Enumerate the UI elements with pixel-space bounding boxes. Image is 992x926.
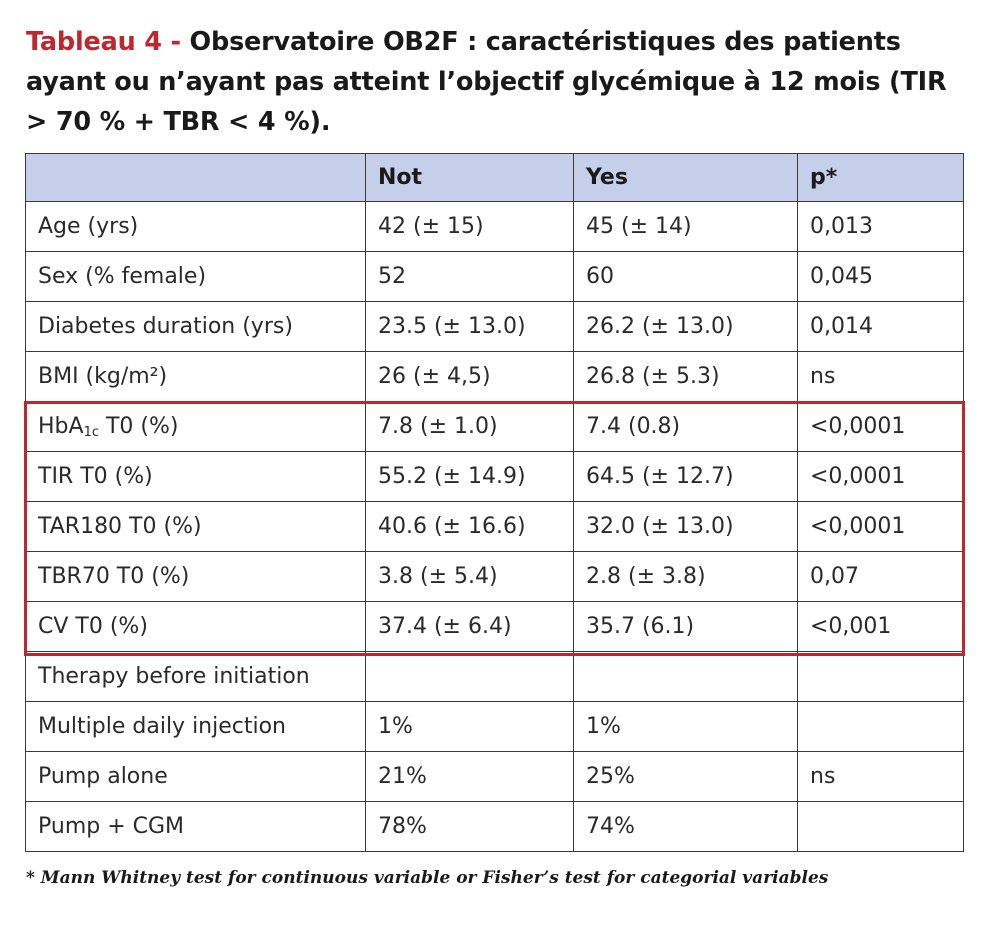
cell-yes: 26.2 (± 13.0) [573,301,798,352]
cell-not: 21% [365,751,574,802]
row-label: TIR T0 (%) [25,451,366,502]
cell-not: 78% [365,801,574,852]
patient-characteristics-table: Not Yes p* Age (yrs) 42 (± 15) 45 (± 14)… [25,153,964,852]
cell-yes: 26.8 (± 5.3) [573,351,798,402]
cell-yes: 2.8 (± 3.8) [573,551,798,602]
cell-p [797,701,964,752]
row-label-subscript: 1c [83,424,99,440]
cell-yes: 32.0 (± 13.0) [573,501,798,552]
cell-p [797,801,964,852]
cell-p: <0,0001 [797,451,964,502]
table-row: Pump alone 21% 25% ns [25,751,964,802]
table-title: Tableau 4 - Observatoire OB2F : caractér… [26,22,971,142]
row-label: Diabetes duration (yrs) [25,301,366,352]
row-label: Multiple daily injection [25,701,366,752]
table-title-label: Tableau 4 - [26,27,181,57]
cell-p: 0,045 [797,251,964,302]
table-row: Age (yrs) 42 (± 15) 45 (± 14) 0,013 [25,201,964,252]
cell-yes: 60 [573,251,798,302]
row-label: Pump + CGM [25,801,366,852]
row-label: Sex (% female) [25,251,366,302]
cell-not: 23.5 (± 13.0) [365,301,574,352]
table-row: TBR70 T0 (%) 3.8 (± 5.4) 2.8 (± 3.8) 0,0… [25,551,964,602]
cell-not: 7.8 (± 1.0) [365,401,574,452]
row-label: CV T0 (%) [25,601,366,652]
row-label: TBR70 T0 (%) [25,551,366,602]
cell-yes [573,651,798,702]
table-row: Diabetes duration (yrs) 23.5 (± 13.0) 26… [25,301,964,352]
header-cell-not: Not [365,153,574,202]
cell-yes: 7.4 (0.8) [573,401,798,452]
cell-not: 42 (± 15) [365,201,574,252]
cell-not: 3.8 (± 5.4) [365,551,574,602]
cell-yes: 35.7 (6.1) [573,601,798,652]
cell-p: <0,0001 [797,501,964,552]
table-row: Therapy before initiation [25,651,964,702]
table-row: Pump + CGM 78% 74% [25,801,964,852]
row-label: HbA1c T0 (%) [25,401,366,452]
row-label: BMI (kg/m²) [25,351,366,402]
cell-p: 0,07 [797,551,964,602]
table-row: Multiple daily injection 1% 1% [25,701,964,752]
row-label: TAR180 T0 (%) [25,501,366,552]
header-cell-label [25,153,366,202]
cell-p: ns [797,751,964,802]
row-label-main: HbA [38,413,84,439]
cell-not: 1% [365,701,574,752]
cell-yes: 1% [573,701,798,752]
table-row: TIR T0 (%) 55.2 (± 14.9) 64.5 (± 12.7) <… [25,451,964,502]
cell-p: <0,001 [797,601,964,652]
cell-yes: 74% [573,801,798,852]
table-row: BMI (kg/m²) 26 (± 4,5) 26.8 (± 5.3) ns [25,351,964,402]
row-label-rest: T0 (%) [98,413,179,439]
table-row: Sex (% female) 52 60 0,045 [25,251,964,302]
row-label: Therapy before initiation [25,651,366,702]
row-label: Pump alone [25,751,366,802]
footnote: * Mann Whitney test for continuous varia… [26,868,829,888]
header-cell-yes: Yes [573,153,798,202]
table-row: HbA1c T0 (%) 7.8 (± 1.0) 7.4 (0.8) <0,00… [25,401,964,452]
table-row: TAR180 T0 (%) 40.6 (± 16.6) 32.0 (± 13.0… [25,501,964,552]
cell-not: 55.2 (± 14.9) [365,451,574,502]
cell-p [797,651,964,702]
cell-p: 0,014 [797,301,964,352]
cell-p: 0,013 [797,201,964,252]
row-label: Age (yrs) [25,201,366,252]
table-header-row: Not Yes p* [25,153,964,202]
cell-not: 40.6 (± 16.6) [365,501,574,552]
cell-not: 37.4 (± 6.4) [365,601,574,652]
cell-yes: 25% [573,751,798,802]
cell-yes: 64.5 (± 12.7) [573,451,798,502]
cell-not: 52 [365,251,574,302]
table-title-text: Observatoire OB2F : caractéristiques des… [26,27,947,137]
cell-yes: 45 (± 14) [573,201,798,252]
cell-p: <0,0001 [797,401,964,452]
cell-p: ns [797,351,964,402]
header-cell-p: p* [797,153,964,202]
cell-not [365,651,574,702]
table-row: CV T0 (%) 37.4 (± 6.4) 35.7 (6.1) <0,001 [25,601,964,652]
cell-not: 26 (± 4,5) [365,351,574,402]
